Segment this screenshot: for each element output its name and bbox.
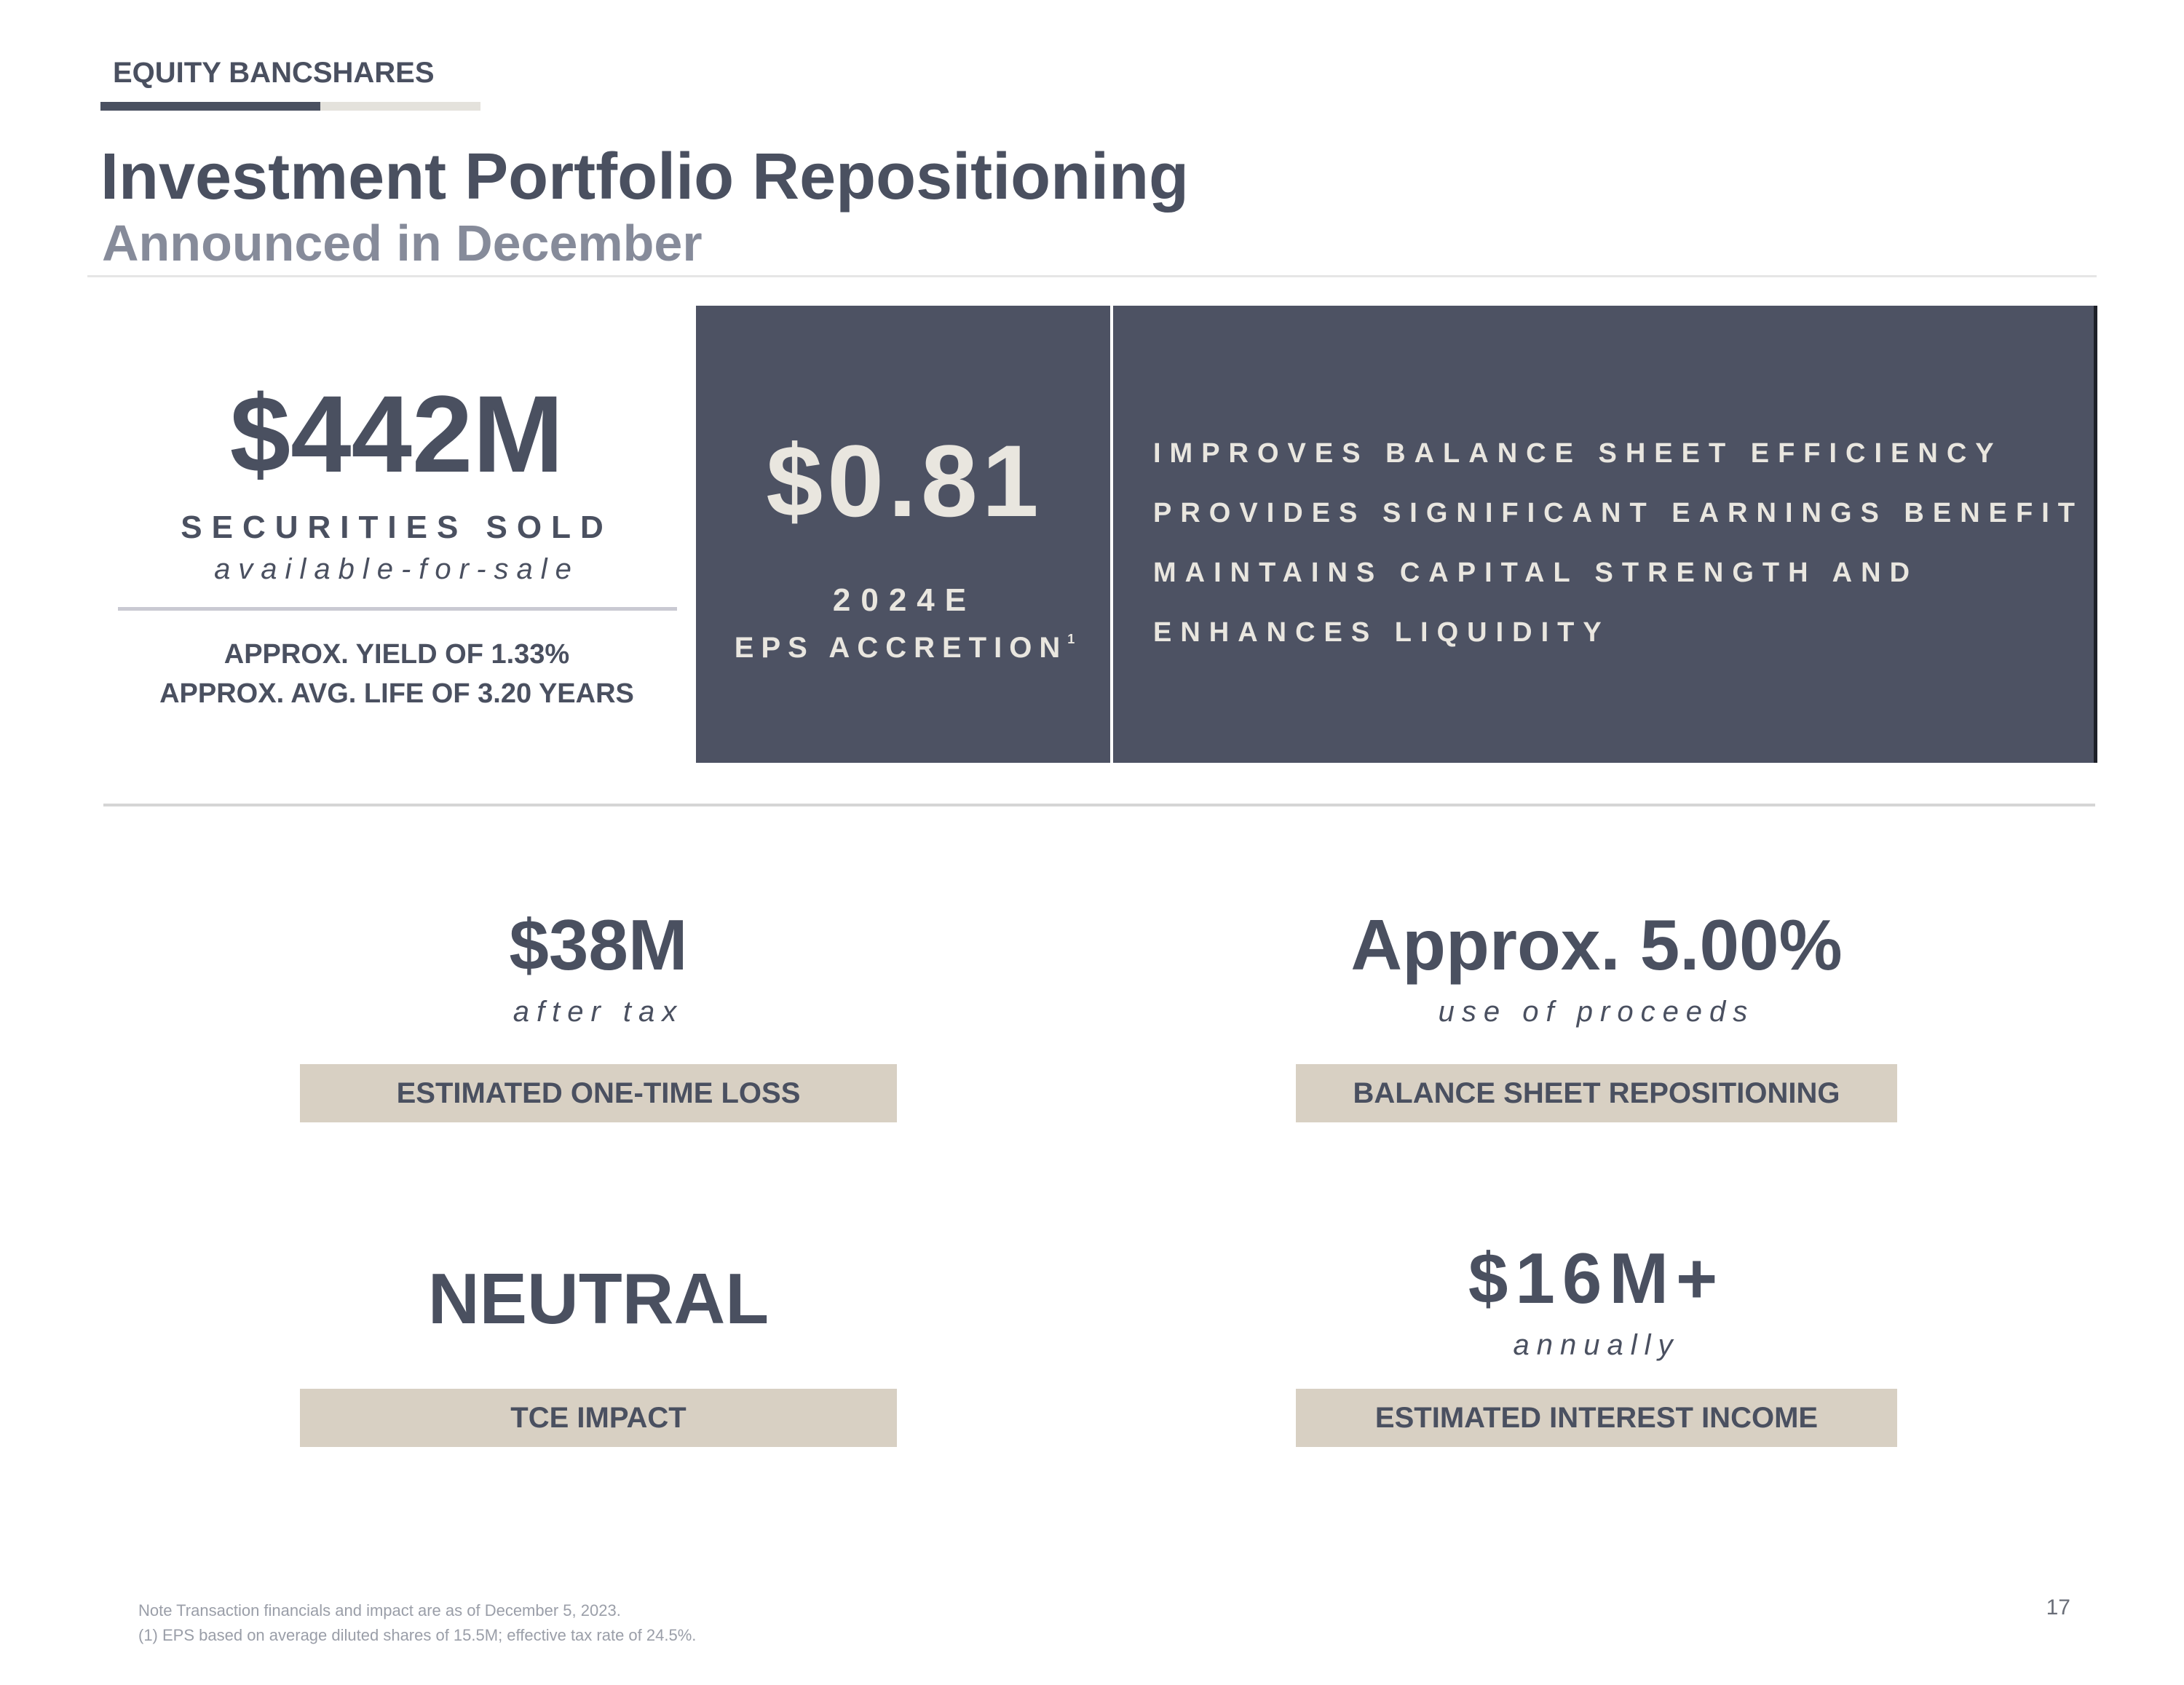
loss-label: ESTIMATED ONE-TIME LOSS bbox=[300, 1064, 897, 1122]
tce-label: TCE IMPACT bbox=[300, 1389, 897, 1447]
securities-label: SECURITIES SOLD bbox=[181, 510, 613, 545]
page-number: 17 bbox=[2046, 1595, 2070, 1619]
securities-sublabel: available-for-sale bbox=[214, 553, 579, 585]
income-value: $16M+ bbox=[1468, 1238, 1725, 1318]
brand-name: EQUITY BANCSHARES bbox=[113, 57, 435, 89]
highlight-panel bbox=[696, 306, 2097, 763]
brand-underline-dark bbox=[100, 102, 320, 111]
loss-sublabel: after tax bbox=[513, 996, 684, 1028]
benefit-item: IMPROVES BALANCE SHEET EFFICIENCY bbox=[1153, 438, 2003, 469]
income-sublabel: annually bbox=[1513, 1329, 1680, 1361]
securities-amount: $442M bbox=[229, 373, 564, 495]
eps-label-text: EPS ACCRETION bbox=[734, 632, 1068, 664]
proceeds-label: BALANCE SHEET REPOSITIONING bbox=[1296, 1064, 1897, 1122]
securities-divider bbox=[118, 607, 677, 611]
proceeds-sublabel: use of proceeds bbox=[1438, 996, 1755, 1028]
eps-label: EPS ACCRETION1 bbox=[699, 632, 1110, 665]
header-divider bbox=[87, 275, 2097, 277]
benefit-item: ENHANCES LIQUIDITY bbox=[1153, 617, 1610, 648]
securities-yield: APPROX. YIELD OF 1.33% bbox=[223, 639, 570, 670]
benefits-list: IMPROVES BALANCE SHEET EFFICIENCY PROVID… bbox=[1153, 435, 2085, 674]
footnotes: Note Transaction financials and impact a… bbox=[138, 1598, 696, 1648]
footnote-1: (1) EPS based on average diluted shares … bbox=[138, 1626, 697, 1644]
brand-underline-light bbox=[320, 102, 480, 111]
eps-footnote-ref: 1 bbox=[1067, 632, 1075, 646]
benefit-item: PROVIDES SIGNIFICANT EARNINGS BENEFIT bbox=[1153, 498, 2084, 528]
page-title: Investment Portfolio Repositioning bbox=[100, 140, 1190, 213]
eps-year: 2024E bbox=[832, 582, 977, 618]
loss-value: $38M bbox=[509, 905, 688, 985]
securities-details: APPROX. YIELD OF 1.33% APPROX. AVG. LIFE… bbox=[116, 635, 677, 713]
footnote-note: Note Transaction financials and impact a… bbox=[138, 1601, 621, 1619]
eps-value: $0.81 bbox=[766, 424, 1043, 538]
section-divider bbox=[103, 804, 2095, 806]
proceeds-value: Approx. 5.00% bbox=[1350, 905, 1843, 985]
benefit-item: MAINTAINS CAPITAL STRENGTH AND bbox=[1153, 558, 1919, 588]
securities-avg-life: APPROX. AVG. LIFE OF 3.20 YEARS bbox=[159, 678, 634, 709]
tce-value: NEUTRAL bbox=[427, 1258, 769, 1339]
page-subtitle: Announced in December bbox=[102, 215, 703, 271]
income-label: ESTIMATED INTEREST INCOME bbox=[1296, 1389, 1897, 1447]
highlight-panel-divider bbox=[1110, 306, 1113, 763]
